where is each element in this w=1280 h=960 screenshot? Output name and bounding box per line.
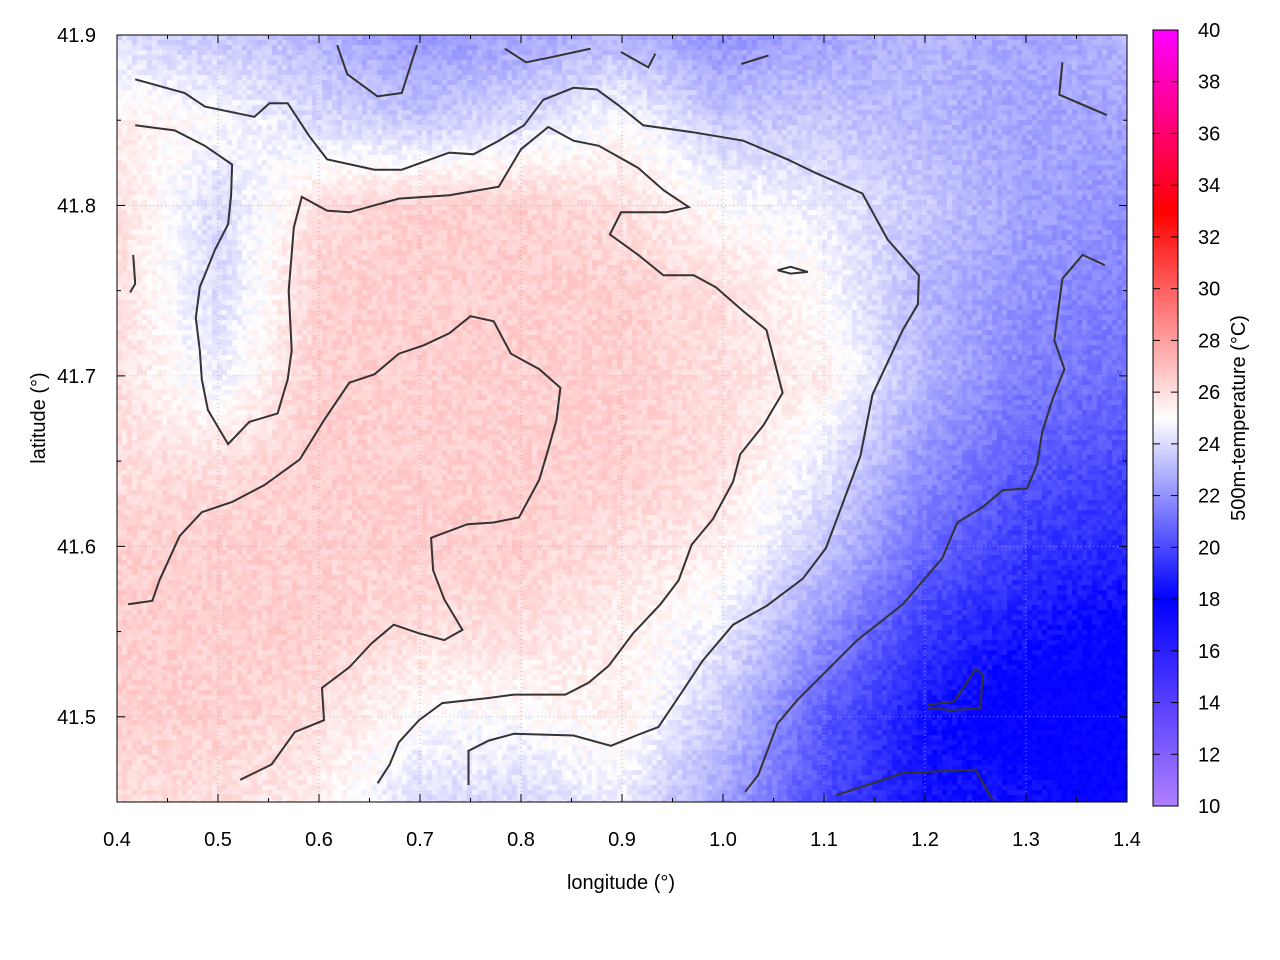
- x-tick-label: 1.4: [1113, 829, 1141, 851]
- contour-line: [504, 47, 591, 64]
- x-tick-label: 0.4: [103, 829, 131, 851]
- y-tick-label: 41.7: [57, 366, 96, 388]
- colorbar-tick-label: 28: [1198, 330, 1220, 352]
- temperature-heatmap: [117, 35, 1127, 802]
- colorbar-tick-label: 32: [1198, 227, 1220, 249]
- colorbar-tick-label: 26: [1198, 382, 1220, 404]
- contour-line: [134, 78, 920, 785]
- contour-line: [129, 254, 137, 293]
- x-tick-label: 1.3: [1012, 829, 1040, 851]
- contour-line: [620, 51, 657, 69]
- colorbar-label: 500m-temperature (°C): [1228, 315, 1250, 521]
- contour-line: [127, 315, 562, 781]
- gridlines: [116, 34, 1128, 802]
- y-axis-label: latitude (°): [28, 372, 50, 463]
- y-tick-label: 41.9: [57, 25, 96, 47]
- contour-line: [927, 667, 984, 712]
- axes: 0.4 0.5 0.6 0.7 0.8 0.9 1.0 1.1 1.2 1.3 1.4 41.5 41.…: [57, 20, 1220, 851]
- contour-line: [135, 124, 784, 784]
- colorbar-tick-label: 20: [1198, 537, 1220, 559]
- x-tick-label: 1.1: [810, 829, 838, 851]
- x-tick-label: 0.9: [608, 829, 636, 851]
- colorbar-tick-label: 40: [1198, 20, 1220, 42]
- contour-line: [740, 54, 769, 65]
- x-tick-label: 0.5: [204, 829, 232, 851]
- y-tick-label: 41.5: [57, 707, 96, 729]
- x-tick-label: 0.6: [305, 829, 333, 851]
- colorbar-frame: [1152, 29, 1179, 807]
- contour-line: [744, 253, 1106, 793]
- colorbar: [1153, 30, 1178, 806]
- colorbar-tick-label: 24: [1198, 434, 1220, 456]
- colorbar-tick-label: 36: [1198, 123, 1220, 145]
- x-tick-label: 0.8: [507, 829, 535, 851]
- y-tick-label: 41.8: [57, 195, 96, 217]
- x-tick-label: 1.0: [709, 829, 737, 851]
- x-axis-label: longitude (°): [567, 872, 675, 894]
- contour-lines: [127, 44, 1108, 801]
- colorbar-tick-label: 18: [1198, 589, 1220, 611]
- colorbar-tick-label: 16: [1198, 641, 1220, 663]
- colorbar-tick-label: 22: [1198, 486, 1220, 508]
- plot-frame: [116, 34, 1128, 803]
- y-tick-label: 41.6: [57, 536, 96, 558]
- contour-line: [777, 265, 809, 275]
- colorbar-tick-label: 14: [1198, 693, 1220, 715]
- colorbar-tick-label: 34: [1198, 175, 1220, 197]
- contour-line: [336, 44, 418, 98]
- x-tick-label: 0.7: [406, 829, 434, 851]
- colorbar-tick-label: 30: [1198, 279, 1220, 301]
- contour-line: [835, 768, 994, 801]
- contour-line: [1058, 62, 1108, 117]
- x-tick-label: 1.2: [911, 829, 939, 851]
- colorbar-tick-label: 12: [1198, 744, 1220, 766]
- colorbar-tick-label: 38: [1198, 72, 1220, 94]
- colorbar-tick-label: 10: [1198, 796, 1220, 818]
